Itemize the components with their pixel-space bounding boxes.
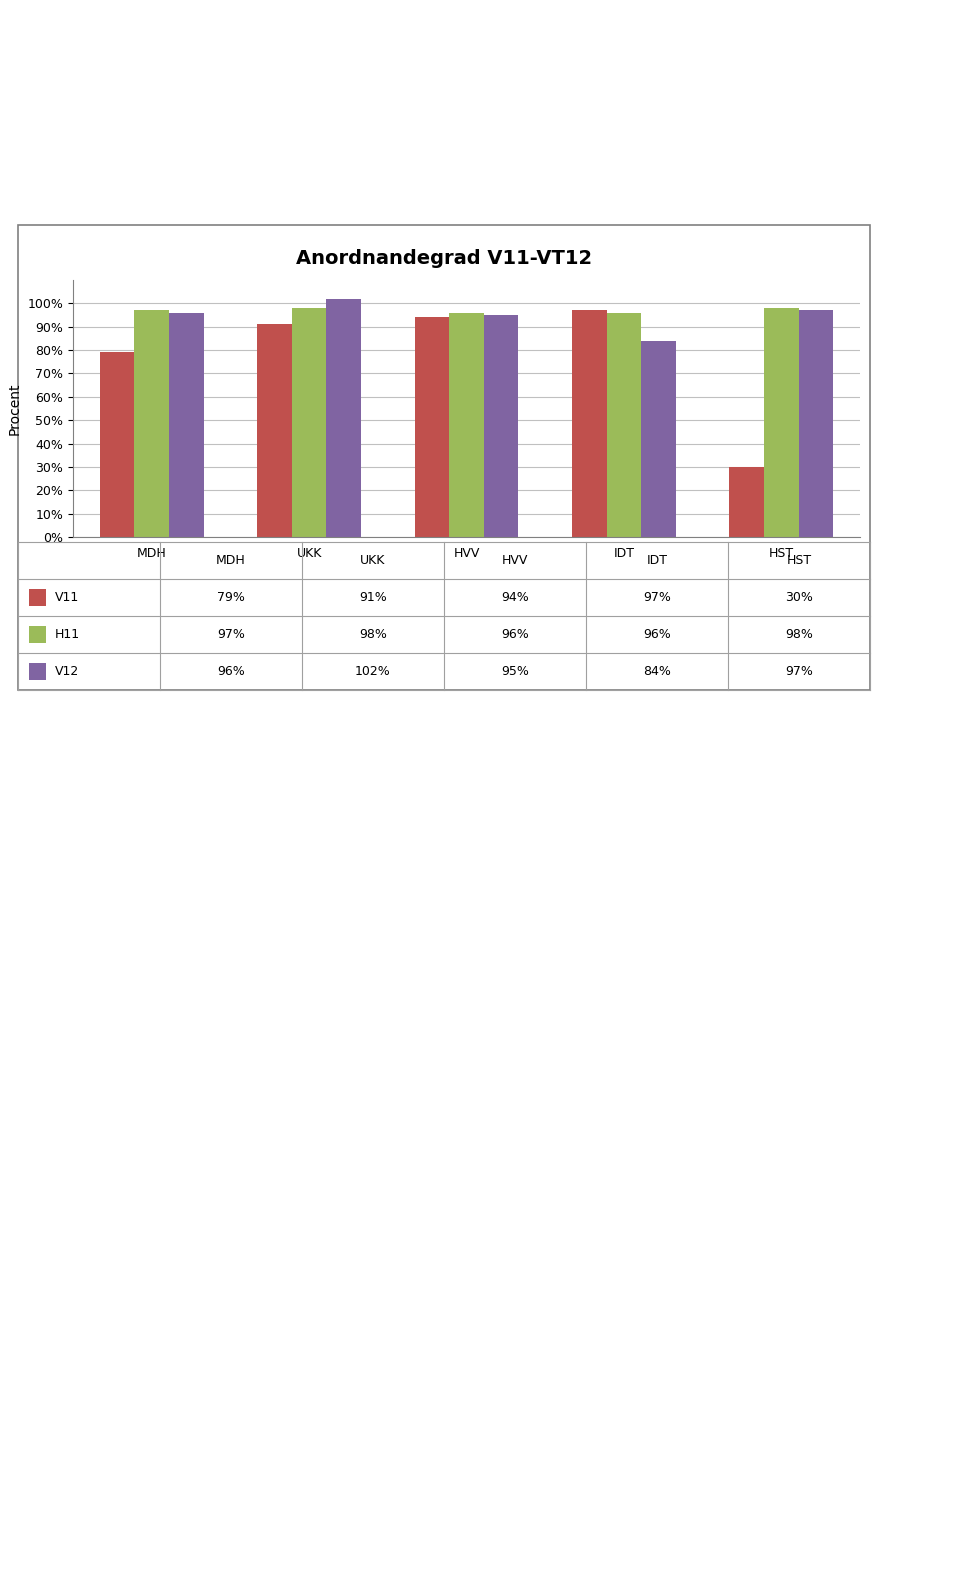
- Text: HVV: HVV: [502, 555, 528, 567]
- Text: Anordnandegrad V11-VT12: Anordnandegrad V11-VT12: [296, 249, 592, 268]
- Text: 79%: 79%: [217, 591, 245, 604]
- Bar: [764, 307, 799, 537]
- Bar: [641, 341, 676, 537]
- Text: V12: V12: [55, 666, 79, 678]
- Text: 98%: 98%: [359, 628, 387, 640]
- Text: H11: H11: [55, 628, 80, 640]
- Text: 96%: 96%: [643, 628, 671, 640]
- Bar: [169, 312, 204, 537]
- Text: UKK: UKK: [360, 555, 386, 567]
- Bar: [799, 311, 833, 537]
- Text: 98%: 98%: [785, 628, 813, 640]
- Bar: [730, 468, 764, 537]
- Text: 102%: 102%: [355, 666, 391, 678]
- Bar: [326, 298, 361, 537]
- Bar: [449, 312, 484, 537]
- Text: IDT: IDT: [646, 555, 667, 567]
- Bar: [607, 312, 641, 537]
- Bar: [292, 307, 326, 537]
- Text: 97%: 97%: [785, 666, 813, 678]
- Bar: [257, 325, 292, 537]
- Text: V11: V11: [55, 591, 79, 604]
- Text: MDH: MDH: [216, 555, 246, 567]
- Text: 30%: 30%: [785, 591, 813, 604]
- Bar: [134, 311, 169, 537]
- Text: 91%: 91%: [359, 591, 387, 604]
- Bar: [415, 317, 449, 537]
- Text: 97%: 97%: [217, 628, 245, 640]
- Bar: [100, 352, 134, 537]
- Text: 94%: 94%: [501, 591, 529, 604]
- Text: 95%: 95%: [501, 666, 529, 678]
- Bar: [572, 311, 607, 537]
- Text: 97%: 97%: [643, 591, 671, 604]
- Y-axis label: Procent: Procent: [8, 382, 22, 434]
- Text: HST: HST: [786, 555, 811, 567]
- Bar: [484, 315, 518, 537]
- Text: 96%: 96%: [501, 628, 529, 640]
- Text: 84%: 84%: [643, 666, 671, 678]
- Text: 96%: 96%: [217, 666, 245, 678]
